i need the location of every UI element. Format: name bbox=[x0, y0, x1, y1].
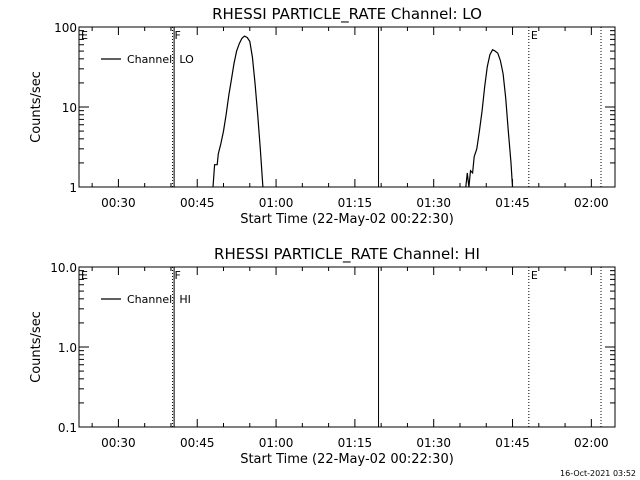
x-tick-label: 01:15 bbox=[338, 436, 373, 450]
x-tick-label: 00:30 bbox=[101, 436, 136, 450]
x-tick-label: 01:00 bbox=[259, 196, 294, 210]
x-tick-label: 01:30 bbox=[416, 436, 451, 450]
event-marker-label: E bbox=[81, 29, 88, 42]
x-tick-label: 02:00 bbox=[574, 436, 609, 450]
y-tick-label: 1 bbox=[69, 181, 77, 195]
event-marker-label: F bbox=[175, 269, 181, 282]
event-marker-label: E bbox=[531, 269, 538, 282]
plot-frame bbox=[78, 266, 616, 428]
timestamp-label: 16-Oct-2021 03:52 bbox=[560, 469, 636, 478]
chart-title: RHESSI PARTICLE_RATE Channel: LO bbox=[212, 5, 482, 24]
y-tick-label: 10 bbox=[62, 101, 77, 115]
x-tick-label: 02:00 bbox=[574, 196, 609, 210]
x-axis-label: Start Time (22-May-02 00:22:30) bbox=[240, 212, 454, 227]
event-marker-label: E bbox=[531, 29, 538, 42]
x-tick-label: 01:45 bbox=[495, 196, 530, 210]
x-tick-label: 00:30 bbox=[101, 196, 136, 210]
event-marker-label: E bbox=[81, 269, 88, 282]
x-tick-label: 00:45 bbox=[180, 436, 215, 450]
x-tick-label: 01:30 bbox=[416, 196, 451, 210]
series-line bbox=[212, 35, 264, 187]
plot-frame bbox=[78, 26, 616, 188]
y-axis-label: Counts/sec bbox=[29, 311, 44, 383]
x-tick-label: 00:45 bbox=[180, 196, 215, 210]
y-tick-label: 100 bbox=[54, 21, 77, 35]
y-tick-label: 0.1 bbox=[58, 421, 77, 435]
x-axis-label: Start Time (22-May-02 00:22:30) bbox=[240, 452, 454, 467]
event-marker-label: F bbox=[175, 29, 181, 42]
legend-label: Channel: HI bbox=[127, 293, 191, 306]
x-tick-label: 01:00 bbox=[259, 436, 294, 450]
chart-panel-1: RHESSI PARTICLE_RATE Channel: LO Counts/s… bbox=[29, 5, 616, 227]
series-line bbox=[465, 48, 514, 187]
legend-label: Channel: LO bbox=[127, 53, 194, 66]
chart-title: RHESSI PARTICLE_RATE Channel: HI bbox=[214, 245, 480, 264]
y-tick-label: 10.0 bbox=[50, 261, 77, 275]
y-axis-label: Counts/sec bbox=[29, 71, 44, 143]
y-tick-label: 1.0 bbox=[58, 341, 77, 355]
x-tick-label: 01:15 bbox=[338, 196, 373, 210]
chart-panel-2: RHESSI PARTICLE_RATE Channel: HI Counts/s… bbox=[29, 245, 616, 467]
x-tick-label: 01:45 bbox=[495, 436, 530, 450]
